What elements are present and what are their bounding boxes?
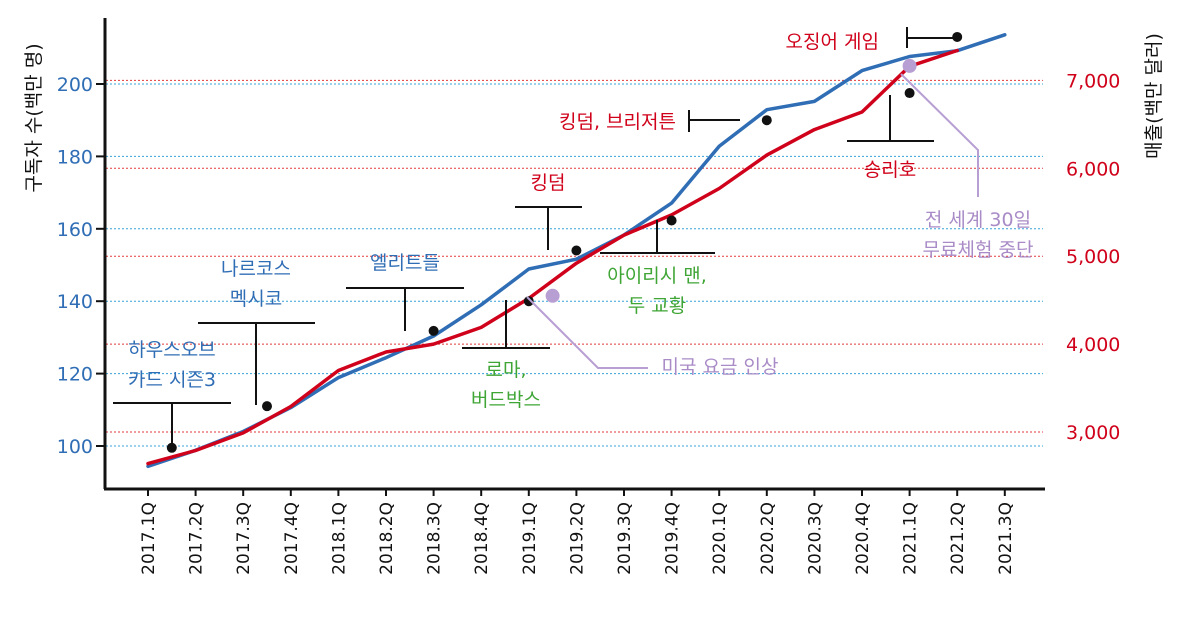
annotation-marker [523,296,534,307]
x-tick-label: 2020.2Q [758,502,778,575]
annotation-connector [526,296,648,369]
annotation-label: 승리호 [864,159,916,181]
annotation-marker [262,401,272,412]
x-tick-label: 2017.2Q [187,502,207,575]
x-tick-label: 2021.2Q [948,502,968,575]
grid-lines [106,79,1043,447]
annotation: 로마, 버드박스 [462,296,550,411]
right-axis-title: 매출(백만 달러) [1143,33,1165,159]
annotation-label: 엘리트들 [370,252,440,274]
series-line-revenue [146,48,959,466]
x-tick-label: 2017.4Q [282,502,302,575]
annotation-label: 킹덤 [531,172,566,194]
right-axis-ticks: 3,000 4,000 5,000 6,000 7,000 [1066,70,1120,444]
annotation-connector [900,73,979,197]
x-tick-label: 2019.4Q [663,502,683,575]
x-axis-ticks: 2017.1Q 2017.2Q 2017.3Q 2017.4Q 2018.1Q 2018.… [139,489,1016,575]
annotation-label: 오징어 게임 [786,31,879,53]
annotation-marker [902,58,917,73]
annotation-label: 전 세계 30일 [925,209,1031,231]
x-tick-label: 2018.4Q [472,502,492,575]
annotation-marker [545,288,560,303]
left-tick-label: 180 [57,146,93,168]
annotation-label: 멕시코 [230,288,282,310]
annotation-marker [166,442,177,453]
x-tick-label: 2019.3Q [615,502,635,575]
right-tick-label: 3,000 [1066,422,1120,444]
annotation-label: 로마, [486,359,527,381]
annotation-marker [761,115,772,126]
annotation-label: 아이리시 맨, [607,265,706,287]
x-tick-label: 2021.1Q [901,502,921,575]
annotation-marker [952,31,963,42]
x-tick-label: 2018.3Q [425,502,445,575]
left-axis-title: 구독자 수(백만 명) [23,43,45,192]
annotation-label: 킹덤, 브리저튼 [559,111,676,133]
x-tick-label: 2020.4Q [853,502,873,575]
annotation: 승리호 [847,88,934,181]
left-tick-label: 140 [57,291,93,313]
right-tick-label: 4,000 [1066,334,1120,356]
series-lines [146,33,1007,469]
annotation-marker [428,325,439,336]
annotation-label: 카드 시즌3 [128,369,216,391]
annotation-marker [571,245,582,256]
x-tick-label: 2020.1Q [710,502,730,575]
x-tick-label: 2017.1Q [139,502,159,575]
left-tick-label: 120 [57,364,93,386]
x-tick-label: 2018.2Q [377,502,397,575]
x-tick-label: 2019.1Q [520,502,540,575]
x-tick-label: 2018.1Q [329,502,349,575]
left-tick-label: 100 [57,436,93,458]
annotation: 아이리시 맨, 두 교황 [600,215,715,317]
annotation: 킹덤, 브리저튼 [559,110,772,133]
right-tick-label: 7,000 [1066,70,1120,92]
annotation-marker [904,88,915,99]
annotation-label: 무료체험 중단 [923,239,1034,261]
left-axis-ticks: 100 120 140 160 180 200 [57,74,105,458]
left-tick-label: 160 [57,219,93,241]
left-tick-label: 200 [57,74,93,96]
right-tick-label: 5,000 [1066,246,1120,268]
annotation-label: 미국 요금 인상 [662,356,779,378]
annotation: 킹덤 [515,172,582,256]
x-tick-label: 2019.2Q [567,502,587,575]
annotation-label: 나르코스 [221,258,291,280]
annotation-label: 버드박스 [471,389,541,411]
annotation-marker [666,215,677,226]
annotation: 오징어 게임 [786,27,963,53]
annotation-label: 하우스오브 [128,339,215,361]
x-tick-label: 2020.3Q [805,502,825,575]
annotation: 엘리트들 [346,252,464,336]
right-tick-label: 6,000 [1066,158,1120,180]
x-tick-label: 2021.3Q [996,502,1016,575]
x-tick-label: 2017.3Q [234,502,254,575]
annotation-label: 두 교황 [628,295,686,317]
annotation: 미국 요금 인상 [526,288,779,378]
